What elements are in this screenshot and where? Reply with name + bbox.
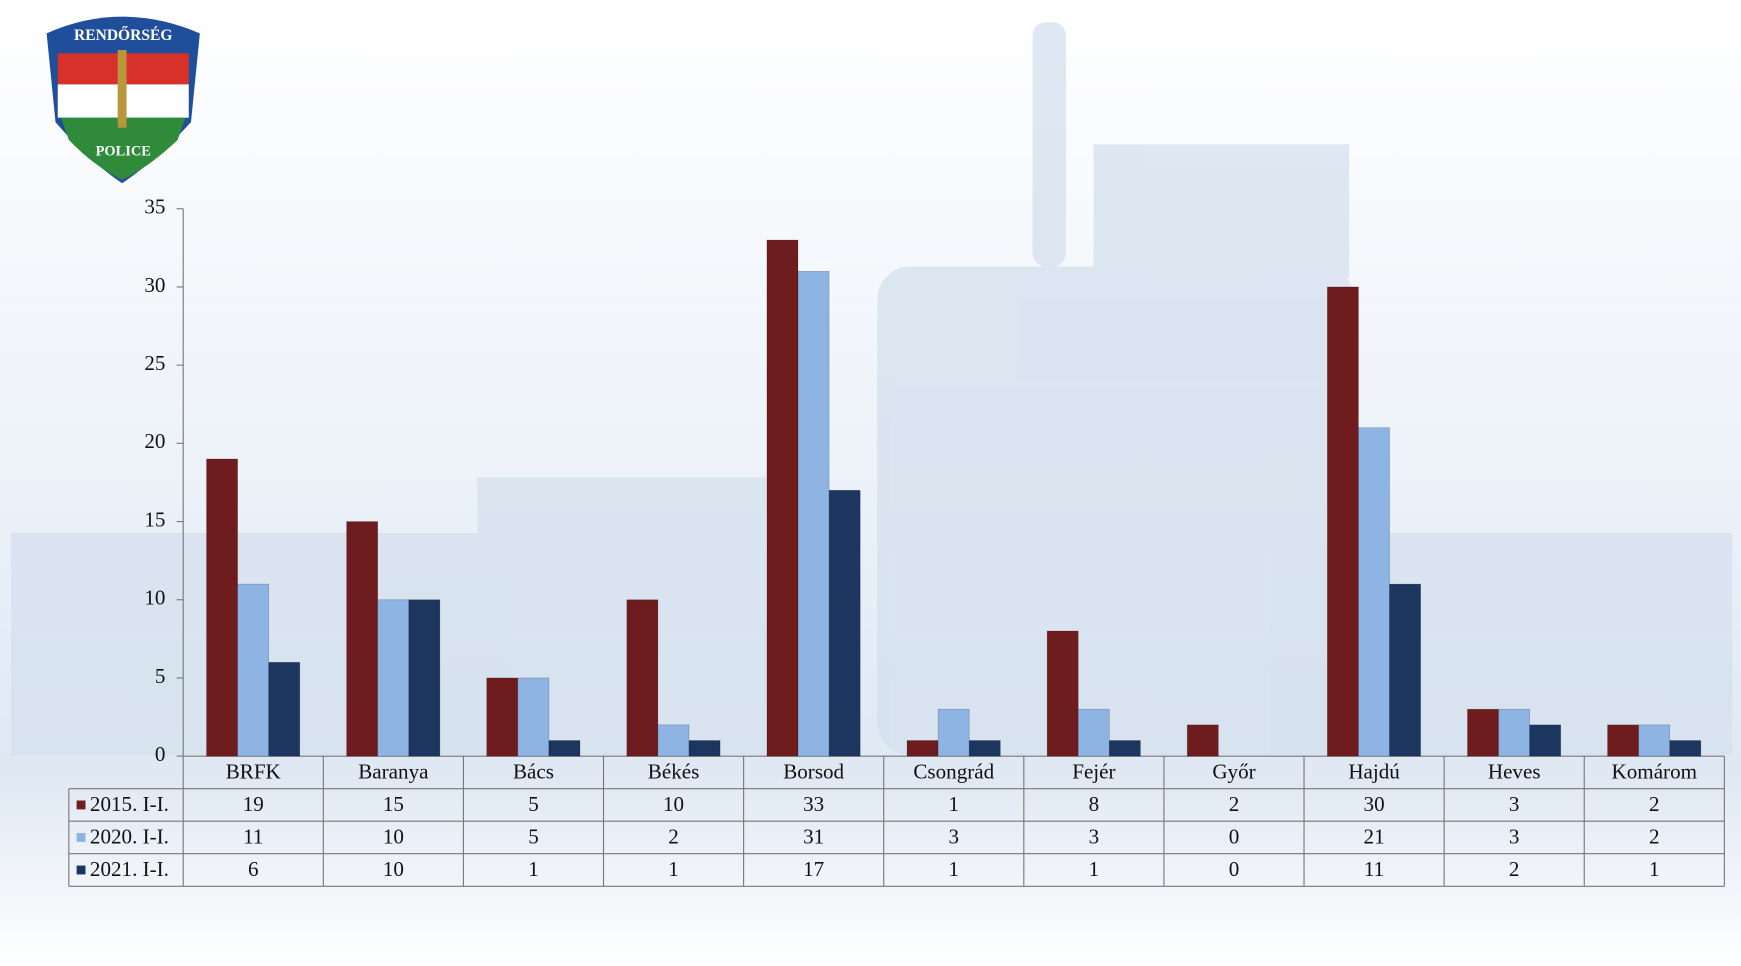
bar [237, 583, 270, 757]
y-tick-label: 10 [144, 586, 165, 610]
table-cell: 10 [663, 792, 684, 816]
bar [1607, 724, 1639, 757]
table-cell: 6 [248, 857, 259, 881]
bar [1186, 724, 1219, 757]
logo-green [61, 117, 186, 180]
table-cell: 0 [1229, 824, 1240, 848]
bar [377, 599, 410, 757]
table-cell: 17 [803, 857, 824, 881]
bar [766, 239, 799, 757]
legend-label: 2020. I-I. [90, 824, 169, 848]
police-logo: RENDŐRSÉG POLICE [46, 16, 200, 184]
table-cell: 11 [243, 824, 263, 848]
table-cell: 2 [1649, 824, 1660, 848]
bar [937, 708, 970, 757]
y-tick-label: 20 [144, 429, 165, 453]
bar [1638, 724, 1671, 757]
table-cell: 11 [1364, 857, 1384, 881]
y-tick-label: 30 [144, 273, 165, 297]
table-cell: 1 [949, 857, 960, 881]
table-cell: 21 [1364, 824, 1385, 848]
table-cell: 1 [668, 857, 679, 881]
table-cell: 8 [1089, 792, 1100, 816]
bar [268, 661, 301, 757]
bar [657, 724, 690, 757]
bar [517, 677, 550, 757]
table-cell: 5 [528, 792, 539, 816]
legend-label: 2015. I-I. [90, 792, 169, 816]
bar [1467, 708, 1499, 757]
bar [968, 740, 1001, 757]
legend-swatch [76, 833, 86, 842]
bar [1358, 427, 1390, 757]
table-cell: 2 [1649, 792, 1660, 816]
x-tick-label: Baranya [358, 759, 429, 783]
table-cell: 3 [949, 824, 960, 848]
bar [1077, 708, 1110, 757]
x-tick-label: Csongrád [913, 759, 994, 783]
x-tick-label: Bács [513, 759, 554, 783]
y-tick-label: 0 [155, 742, 166, 766]
x-tick-label: Borsod [783, 759, 844, 783]
y-tick-label: 35 [144, 195, 165, 219]
x-tick-label: Győr [1212, 759, 1255, 783]
table-cell: 1 [528, 857, 539, 881]
table-cell: 15 [383, 792, 404, 816]
bar [1046, 630, 1079, 757]
legend-swatch [76, 800, 86, 810]
x-tick-label: Heves [1488, 759, 1541, 783]
plot: 05101520253035BRFK19116Baranya151010Bács… [68, 195, 1725, 887]
table-cell: 1 [1089, 857, 1100, 881]
x-tick-label: BRFK [226, 759, 281, 783]
y-tick-label: 25 [144, 351, 165, 375]
bar [1529, 724, 1562, 757]
y-tick-label: 5 [155, 664, 166, 688]
table-cell: 33 [803, 792, 824, 816]
bar [486, 677, 519, 757]
bar [688, 740, 721, 757]
table-cell: 19 [243, 792, 264, 816]
x-tick-label: Békés [648, 759, 700, 783]
bar [346, 521, 379, 757]
bar [797, 270, 830, 757]
table-cell: 2 [1509, 857, 1520, 881]
table-cell: 31 [803, 824, 824, 848]
table-cell: 3 [1509, 824, 1520, 848]
bar [408, 599, 441, 757]
bar [1108, 740, 1141, 757]
table-cell: 3 [1509, 792, 1520, 816]
table-cell: 5 [528, 824, 539, 848]
logo-bottom: POLICE [96, 143, 151, 159]
table-cell: 2 [668, 824, 679, 848]
y-tick-label: 15 [144, 507, 165, 531]
x-tick-label: Fejér [1072, 759, 1115, 783]
bar [828, 489, 861, 757]
legend-label: 2021. I-I. [90, 857, 169, 881]
table-cell: 1 [949, 792, 960, 816]
bar [1389, 583, 1421, 757]
logo-top: RENDŐRSÉG [74, 27, 172, 44]
bar [1498, 708, 1530, 757]
x-tick-label: Komárom [1612, 759, 1698, 783]
bar [626, 599, 659, 757]
table-cell: 0 [1229, 857, 1240, 881]
logo-sword [117, 49, 127, 128]
bar [1327, 286, 1359, 757]
bar [1669, 740, 1702, 757]
table-cell: 3 [1089, 824, 1100, 848]
legend-swatch [76, 865, 86, 875]
table-cell: 1 [1649, 857, 1660, 881]
table-cell: 10 [383, 857, 404, 881]
table-cell: 10 [383, 824, 404, 848]
bar [548, 740, 581, 757]
table-cell: 30 [1364, 792, 1385, 816]
bar [206, 458, 238, 757]
table-cell: 2 [1229, 792, 1240, 816]
bar [906, 740, 939, 757]
x-tick-label: Hajdú [1348, 759, 1400, 783]
